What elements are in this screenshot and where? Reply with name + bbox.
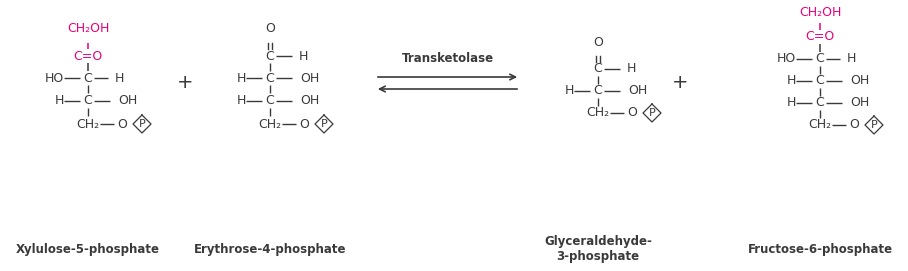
Text: C: C bbox=[266, 95, 274, 108]
Text: C=O: C=O bbox=[74, 50, 103, 63]
Text: P: P bbox=[321, 119, 328, 129]
Text: +: + bbox=[177, 73, 193, 92]
Text: HO: HO bbox=[44, 72, 64, 85]
Text: CH₂: CH₂ bbox=[259, 118, 281, 131]
Text: O: O bbox=[265, 22, 275, 36]
Text: H: H bbox=[627, 63, 637, 76]
Text: C: C bbox=[815, 75, 824, 88]
Text: OH: OH bbox=[300, 95, 320, 108]
Text: H: H bbox=[54, 95, 64, 108]
Text: HO: HO bbox=[776, 53, 796, 66]
Text: O: O bbox=[593, 37, 603, 50]
Text: +: + bbox=[672, 73, 688, 92]
Text: CH₂OH: CH₂OH bbox=[799, 5, 841, 18]
Text: P: P bbox=[648, 108, 656, 118]
Text: C: C bbox=[594, 63, 602, 76]
Text: H: H bbox=[565, 85, 574, 98]
Text: C: C bbox=[815, 53, 824, 66]
Text: CH₂: CH₂ bbox=[587, 107, 609, 120]
Text: OH: OH bbox=[850, 96, 869, 109]
Text: Erythrose-4-phosphate: Erythrose-4-phosphate bbox=[193, 243, 346, 256]
Text: C: C bbox=[815, 96, 824, 109]
Text: H: H bbox=[237, 72, 246, 85]
Text: H: H bbox=[786, 75, 796, 88]
Text: O: O bbox=[299, 118, 309, 131]
Text: H: H bbox=[115, 72, 124, 85]
Text: C: C bbox=[266, 50, 274, 63]
Text: Xylulose-5-phosphate: Xylulose-5-phosphate bbox=[16, 243, 160, 256]
Text: Transketolase: Transketolase bbox=[401, 53, 494, 66]
Text: P: P bbox=[139, 119, 145, 129]
Text: H: H bbox=[786, 96, 796, 109]
Text: C: C bbox=[84, 95, 93, 108]
Text: O: O bbox=[117, 118, 127, 131]
Text: Fructose-6-phosphate: Fructose-6-phosphate bbox=[747, 243, 893, 256]
Text: OH: OH bbox=[300, 72, 320, 85]
Text: CH₂OH: CH₂OH bbox=[67, 22, 109, 36]
Text: H: H bbox=[237, 95, 246, 108]
Text: OH: OH bbox=[118, 95, 137, 108]
Text: OH: OH bbox=[850, 75, 869, 88]
Text: C: C bbox=[84, 72, 93, 85]
Text: OH: OH bbox=[628, 85, 647, 98]
Text: H: H bbox=[847, 53, 856, 66]
Text: C: C bbox=[594, 85, 602, 98]
Text: O: O bbox=[627, 107, 637, 120]
Text: C: C bbox=[266, 72, 274, 85]
Text: CH₂: CH₂ bbox=[808, 118, 832, 131]
Text: P: P bbox=[871, 120, 877, 130]
Text: C=O: C=O bbox=[805, 31, 834, 44]
Text: O: O bbox=[849, 118, 859, 131]
Text: CH₂: CH₂ bbox=[76, 118, 100, 131]
Text: Glyceraldehyde-
3-phosphate: Glyceraldehyde- 3-phosphate bbox=[544, 235, 652, 263]
Text: H: H bbox=[299, 50, 309, 63]
